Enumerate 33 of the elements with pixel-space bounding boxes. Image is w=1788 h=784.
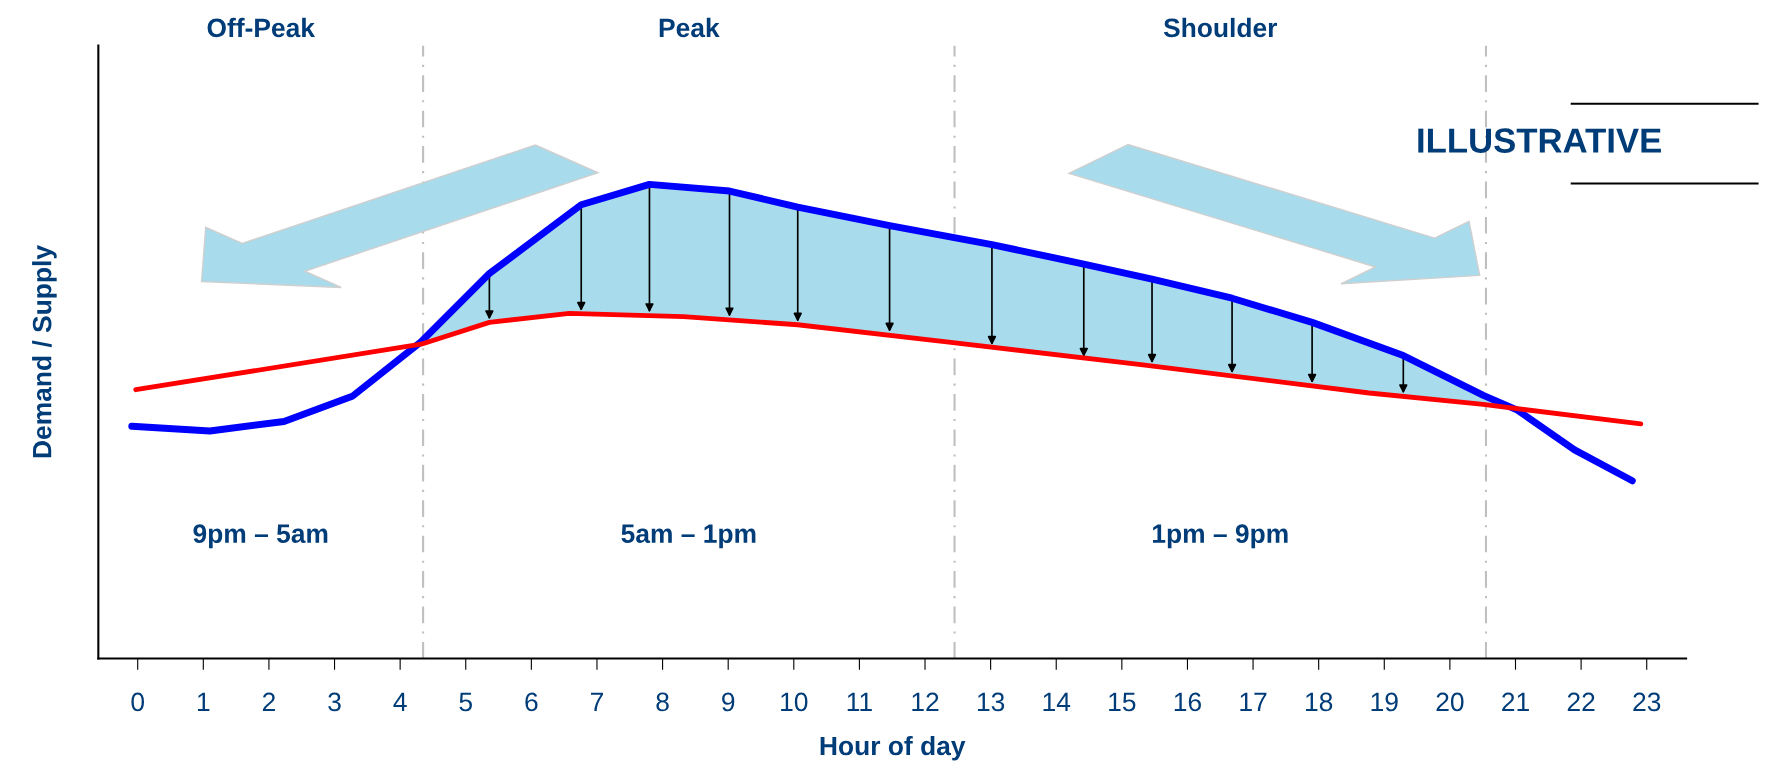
text: ILLUSTRATIVE — [1418, 128, 1661, 153]
x-tick-label: 14 — [1043, 692, 1071, 712]
x-tick-label: 8 — [656, 692, 669, 712]
x-tick-label: 10 — [781, 692, 808, 712]
x-tick-label: 13 — [977, 692, 1005, 712]
x-tick-label: 6 — [525, 692, 538, 712]
x-tick-label: 9 — [722, 692, 735, 712]
annotation: 5am – 1pm — [621, 524, 756, 549]
x-tick-label: 21 — [1502, 692, 1529, 712]
x-tick-label: 23 — [1633, 692, 1661, 712]
x-tick-label: 16 — [1174, 692, 1201, 712]
x-tick-label: 22 — [1567, 692, 1595, 712]
text: Peak — [659, 17, 720, 38]
text: Shoulder — [1163, 17, 1278, 38]
x-tick-label: 12 — [912, 692, 939, 712]
x-tick-label: 15 — [1109, 692, 1136, 712]
x-tick-label: 4 — [393, 692, 407, 712]
y-axis-title: Demand / Supply — [32, 245, 57, 458]
x-tick-label: 5 — [459, 692, 472, 712]
x-tick-label: 11 — [847, 692, 872, 712]
annotation: 9pm – 5am — [193, 524, 328, 549]
x-tick-label: 3 — [328, 692, 341, 712]
annotation: 1pm – 9pm — [1152, 524, 1288, 549]
x-tick-label: 18 — [1306, 692, 1333, 712]
x-tick-label: 2 — [262, 692, 275, 712]
text: Off-Peak — [207, 17, 316, 38]
x-axis-title: Hour of day — [820, 735, 966, 761]
x-tick-label: 17 — [1240, 692, 1267, 712]
x-tick-label: 0 — [131, 692, 145, 712]
x-tick-label: 1 — [197, 692, 210, 712]
x-tick-label: 7 — [590, 692, 603, 712]
x-tick-label: 19 — [1371, 692, 1398, 712]
x-tick-label: 20 — [1436, 692, 1464, 712]
